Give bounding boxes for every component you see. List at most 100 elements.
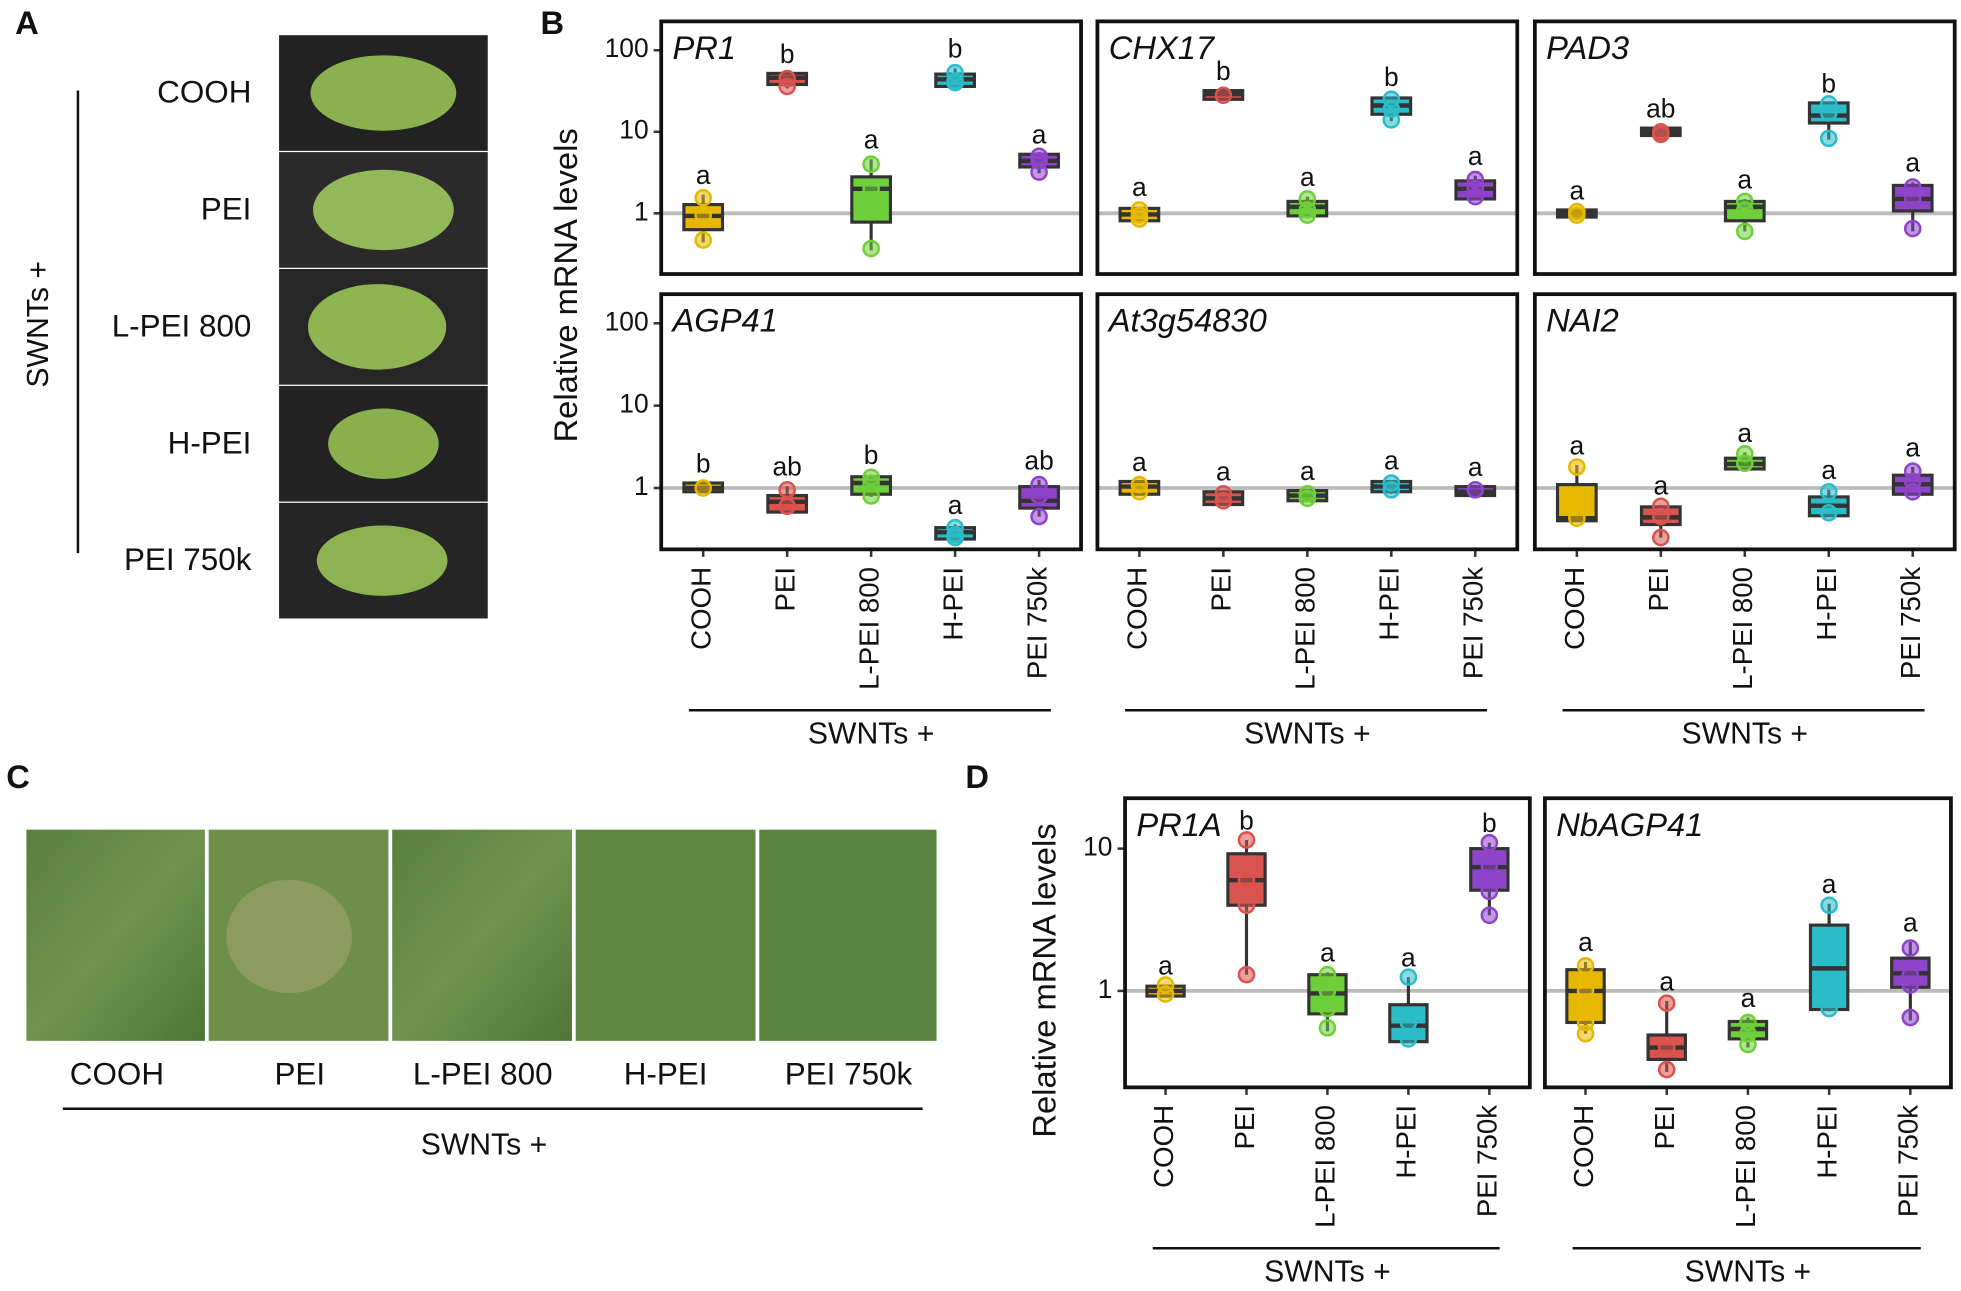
group-label: SWNTs + [1685,1255,1812,1288]
significance-letter: a [696,160,711,190]
data-point [1657,1038,1676,1057]
panel-frame [659,292,1083,552]
data-point [1819,104,1838,122]
data-point [1130,210,1149,228]
data-point [1903,219,1922,238]
data-point [1237,896,1256,915]
leaf [310,55,457,131]
x-tick-label: PEI 750k [1458,567,1489,679]
data-point [1735,454,1754,473]
y-tick-label: 1 [634,471,649,501]
significance-letter: b [1216,56,1231,86]
column-label: PEI 750k [785,1056,913,1091]
data-point [1820,896,1838,915]
x-tick-label: COOH [685,567,716,650]
x-tick-label: PEI [1649,1105,1680,1150]
data-point [1318,982,1337,1000]
data-point [1576,957,1595,975]
data-point [1382,481,1401,499]
data-point [862,155,880,174]
x-tick-label: L-PEI 800 [1310,1105,1341,1228]
photo [759,829,937,1041]
data-point [1819,482,1838,501]
x-tick-label: COOH [1559,567,1590,650]
data-point [778,481,796,499]
data-point [862,179,880,198]
data-point [1318,999,1337,1018]
data-point [1820,999,1838,1018]
data-point [1156,985,1175,1003]
data-point [1568,509,1586,527]
significance-letter: b [780,39,795,69]
significance-letter: a [1132,447,1147,477]
photo [392,829,572,1041]
x-tick-label: L-PEI 800 [1730,1105,1761,1228]
group-label: SWNTs + [1682,717,1809,750]
significance-letter: a [1216,456,1231,486]
x-tick-label: PEI 750k [1893,1105,1924,1217]
data-point [862,487,880,505]
significance-letter: ab [1646,93,1675,123]
data-point [1652,528,1670,547]
significance-letter: a [1468,141,1483,171]
significance-letter: a [1570,175,1585,205]
data-point [862,239,880,258]
y-tick-label: 100 [605,33,649,63]
data-point [694,231,712,249]
significance-letter: a [1578,927,1593,957]
significance-letter: a [1905,432,1920,462]
data-point [1298,206,1317,224]
panel-frame [1123,796,1532,1090]
row-label: H-PEI [168,425,252,460]
data-point [1901,939,1920,957]
x-tick-label: PEI [769,567,800,612]
data-point [1237,831,1256,849]
data-point [1030,163,1048,181]
significance-letter: a [1822,869,1837,899]
panel-letter: B [541,4,565,41]
significance-letter: a [948,490,963,520]
data-point [1576,1024,1595,1043]
data-point [1480,906,1499,925]
y-tick-label: 10 [619,389,648,419]
data-point [1657,1060,1676,1079]
data-point [1399,1030,1418,1048]
data-point [1480,882,1499,901]
data-point [1652,507,1670,526]
leaf [328,408,439,479]
data-point [1030,507,1048,526]
significance-letter: a [1300,162,1315,192]
x-tick-label: L-PEI 800 [1290,567,1321,690]
data-point [1576,982,1595,1000]
data-point [694,189,712,207]
data-point [1130,482,1149,501]
column-label: H-PEI [624,1056,708,1091]
data-point [1214,491,1233,510]
panel-frame [659,19,1083,276]
x-tick-label: PEI [1229,1105,1260,1150]
y-tick-label: 1 [634,196,649,226]
group-label: SWNTs + [808,717,935,750]
data-point [1480,833,1499,852]
data-point [1466,187,1485,206]
leaf [313,169,454,251]
data-point [1739,1035,1757,1054]
panel-letter: A [15,4,39,41]
data-point [1568,458,1586,476]
column-label: PEI [274,1056,325,1091]
data-point [1399,968,1418,986]
data-point [1819,129,1838,148]
x-tick-label: L-PEI 800 [853,567,884,690]
data-point [778,77,796,96]
x-tick-label: PEI [1643,567,1674,612]
data-point [1237,871,1256,889]
significance-letter: b [1384,62,1399,92]
significance-letter: ab [1024,445,1053,475]
significance-letter: a [1132,172,1147,202]
y-tick-label: 100 [605,306,649,336]
panel-frame [1095,19,1520,276]
significance-letter: a [864,125,879,155]
x-tick-label: PEI 750k [1472,1105,1503,1217]
leaf [316,525,448,596]
panel-frame [1532,19,1957,276]
